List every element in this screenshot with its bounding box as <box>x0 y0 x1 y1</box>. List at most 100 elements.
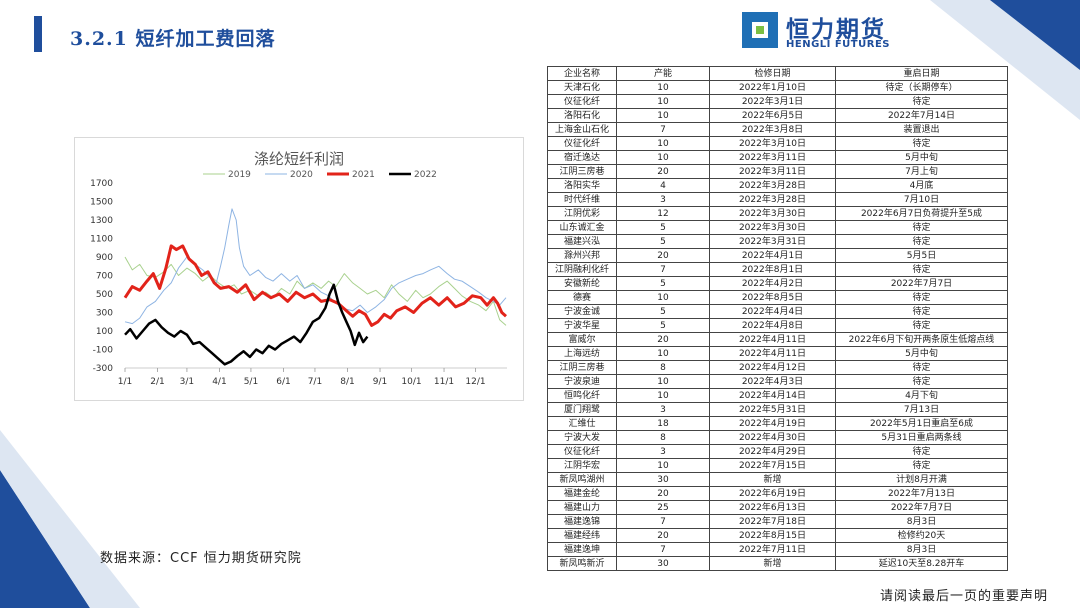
table-cell: 2022年3月11日 <box>709 164 836 179</box>
y-tick-label: 1100 <box>90 235 113 245</box>
table-cell: 厦门翔鹭 <box>547 402 617 417</box>
table-cell: 2022年3月1日 <box>709 94 836 109</box>
table-cell: 2022年8月15日 <box>709 528 836 543</box>
table-row: 福建山力 25 2022年6月13日 2022年7月7日 <box>547 500 1008 515</box>
table-row: 安徽新纶 5 2022年4月2日 2022年7月7日 <box>547 276 1008 291</box>
table-cell: 20 <box>616 332 710 347</box>
table-cell: 洛阳石化 <box>547 108 617 123</box>
logo-name-en: HENGLI FUTURES <box>786 39 890 50</box>
table-cell: 上海远纺 <box>547 346 617 361</box>
table-cell: 新增 <box>709 556 836 571</box>
table-header-cell: 重启日期 <box>835 66 1008 81</box>
table-cell: 5 <box>616 220 710 235</box>
maintenance-table: 企业名称 产能 检修日期 重启日期 天津石化 10 2022年1月10日 待定（长期停车）仪… <box>547 66 1008 571</box>
table-cell: 2022年3月28日 <box>709 192 836 207</box>
series-line-2020 <box>124 208 507 325</box>
table-header-cell: 产能 <box>616 66 710 81</box>
table-cell: 安徽新纶 <box>547 276 617 291</box>
table-cell: 2022年3月30日 <box>709 220 836 235</box>
table-cell: 待定 <box>835 374 1008 389</box>
table-cell: 2022年7月18日 <box>709 514 836 529</box>
table-cell: 2022年4月19日 <box>709 416 836 431</box>
table-cell: 7 <box>616 542 710 557</box>
y-tick-label: 900 <box>96 253 113 263</box>
table-cell: 10 <box>616 290 710 305</box>
table-cell: 10 <box>616 108 710 123</box>
table-row: 恒鸣化纤 10 2022年4月14日 4月下旬 <box>547 388 1008 403</box>
table-cell: 待定（长期停车） <box>835 80 1008 95</box>
table-row: 上海金山石化 7 2022年3月8日 装置退出 <box>547 122 1008 137</box>
table-cell: 2022年3月30日 <box>709 206 836 221</box>
table-cell: 江阴三房巷 <box>547 164 617 179</box>
table-cell: 2022年3月11日 <box>709 150 836 165</box>
chart-title: 涤纶短纤利润 <box>254 150 344 168</box>
table-cell: 7 <box>616 514 710 529</box>
table-cell: 25 <box>616 500 710 515</box>
table-row: 江阴融利化纤 7 2022年8月1日 待定 <box>547 262 1008 277</box>
table-cell: 2022年7月11日 <box>709 542 836 557</box>
table-row: 时代纤维 3 2022年3月28日 7月10日 <box>547 192 1008 207</box>
table-cell: 仪征化纤 <box>547 136 617 151</box>
table-cell: 德赛 <box>547 290 617 305</box>
table-cell: 5 <box>616 276 710 291</box>
table-cell: 2022年4月3日 <box>709 374 836 389</box>
table-cell: 7 <box>616 122 710 137</box>
table-cell: 2022年4月4日 <box>709 304 836 319</box>
table-cell: 2022年4月8日 <box>709 318 836 333</box>
table-cell: 7月10日 <box>835 192 1008 207</box>
table-cell: 待定 <box>835 304 1008 319</box>
table-row: 滁州兴邦 20 2022年4月1日 5月5日 <box>547 248 1008 263</box>
table-cell: 10 <box>616 136 710 151</box>
page-title: 3.2.1 短纤加工费回落 <box>70 28 276 50</box>
table-cell: 延迟10天至8.28开车 <box>835 556 1008 571</box>
table-cell: 待定 <box>835 290 1008 305</box>
table-row: 汇维仕 18 2022年4月19日 2022年5月1日重启至6成 <box>547 416 1008 431</box>
table-cell: 2022年3月28日 <box>709 178 836 193</box>
table-row: 宁波大发 8 2022年4月30日 5月31日重启两条线 <box>547 430 1008 445</box>
table-row: 宿迁逸达 10 2022年3月11日 5月中旬 <box>547 150 1008 165</box>
table-cell: 2022年7月7日 <box>835 276 1008 291</box>
table-cell: 待定 <box>835 444 1008 459</box>
table-cell: 2022年4月11日 <box>709 332 836 347</box>
table-row: 厦门翔鹭 3 2022年5月31日 7月13日 <box>547 402 1008 417</box>
table-cell: 12 <box>616 206 710 221</box>
table-cell: 20 <box>616 528 710 543</box>
table-cell: 8月3日 <box>835 542 1008 557</box>
footer-disclaimer: 请阅读最后一页的重要声明 <box>880 589 1049 604</box>
table-cell: 4 <box>616 178 710 193</box>
table-cell: 汇维仕 <box>547 416 617 431</box>
table-row: 福建经纬 20 2022年8月15日 检修约20天 <box>547 528 1008 543</box>
deco-bottom-left-light <box>0 430 140 608</box>
x-tick-label: 3/1 <box>180 377 194 387</box>
x-tick-label: 10/1 <box>401 377 421 387</box>
deco-top-right-dark <box>990 0 1080 70</box>
table-cell: 2022年7月13日 <box>835 486 1008 501</box>
table-cell: 待定 <box>835 318 1008 333</box>
x-tick-label: 9/1 <box>373 377 387 387</box>
table-row: 新凤鸣湖州 30 新增 计划8月开满 <box>547 472 1008 487</box>
table-cell: 5月中旬 <box>835 346 1008 361</box>
legend-entry: 2022 <box>414 170 437 180</box>
table-cell: 3 <box>616 192 710 207</box>
table-cell: 时代纤维 <box>547 192 617 207</box>
series-line-2021 <box>123 244 507 327</box>
y-tick-label: -100 <box>93 346 114 356</box>
table-cell: 仪征化纤 <box>547 444 617 459</box>
table-cell: 2022年8月5日 <box>709 290 836 305</box>
table-cell: 7月13日 <box>835 402 1008 417</box>
table-cell: 2022年4月1日 <box>709 248 836 263</box>
y-tick-label: 700 <box>96 272 113 282</box>
table-row: 仪征化纤 3 2022年4月29日 待定 <box>547 444 1008 459</box>
table-cell: 福建逸锦 <box>547 514 617 529</box>
table-row: 仪征化纤 10 2022年3月1日 待定 <box>547 94 1008 109</box>
table-cell: 30 <box>616 556 710 571</box>
table-cell: 宁波大发 <box>547 430 617 445</box>
table-row: 德赛 10 2022年8月5日 待定 <box>547 290 1008 305</box>
table-cell: 福建金纶 <box>547 486 617 501</box>
y-tick-label: 300 <box>96 309 113 319</box>
table-cell: 2022年4月11日 <box>709 346 836 361</box>
table-cell: 福建逸坤 <box>547 542 617 557</box>
table-cell: 待定 <box>835 360 1008 375</box>
table-cell: 福建山力 <box>547 500 617 515</box>
